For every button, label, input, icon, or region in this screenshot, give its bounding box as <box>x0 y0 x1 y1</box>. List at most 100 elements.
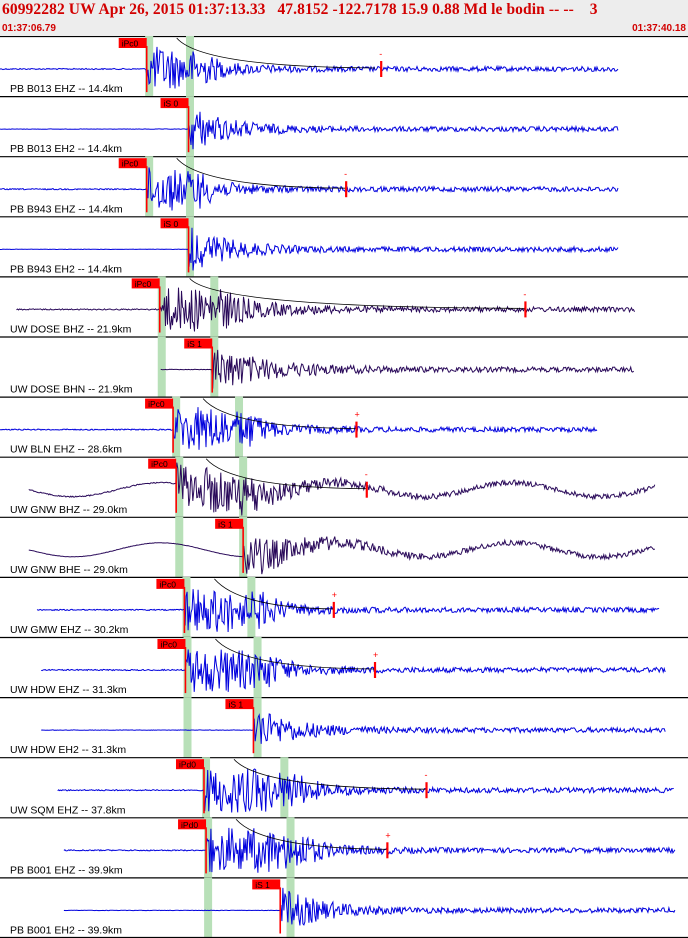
amplitude-sign: + <box>373 650 378 660</box>
pick-label: iS 1 <box>218 519 233 529</box>
coda-curve <box>233 758 427 790</box>
amplitude-sign: - <box>425 770 428 780</box>
waveform <box>28 462 656 516</box>
pick-flag <box>160 218 189 229</box>
pick-flag <box>118 38 147 48</box>
station-label: UW SQM EHZ -- 37.8km <box>10 804 126 816</box>
pick-label: iS 1 <box>255 880 270 890</box>
pick-label: iS 1 <box>187 339 202 349</box>
amplitude-sign: - <box>379 49 382 59</box>
waveform <box>63 827 676 873</box>
theoretical-s-bar <box>185 216 194 277</box>
time-start-label: 01:37:06.79 <box>2 23 56 34</box>
trace-row: iPc0 + UW HDW EHZ -- 31.3km <box>0 636 688 698</box>
coda-curve <box>202 398 357 429</box>
theoretical-s-bar <box>185 96 194 157</box>
amplitude-sign: + <box>354 410 359 420</box>
pick-flag <box>145 398 174 409</box>
trace-row: iPc0 - PB B943 EHZ -- 14.4km <box>0 156 688 217</box>
coda-curve <box>215 638 376 670</box>
trace-row: iPc0 - UW GNW BHZ -- 29.0km <box>0 456 688 517</box>
pick-label: iPc0 <box>159 579 176 589</box>
trace-row: iPc0 + UW GMW EHZ -- 30.2km <box>0 576 688 637</box>
pick-flag <box>252 879 281 890</box>
pick-flag <box>184 338 213 349</box>
pick-flag <box>131 278 160 289</box>
pick-flag <box>178 819 207 830</box>
amplitude-sign: + <box>385 830 390 840</box>
trace-row: iS 0 PB B943 EH2 -- 14.4km <box>0 216 688 277</box>
pick-flag <box>156 578 185 589</box>
trace-row: iS 0 PB B013 EH2 -- 14.4km <box>0 95 688 157</box>
theoretical-p-bar <box>157 276 166 337</box>
waveform <box>0 111 619 150</box>
coda-curve <box>214 578 334 610</box>
trace-row: iPc0 - PB B013 EHZ -- 14.4km <box>0 36 688 97</box>
pick-label: iS 0 <box>164 99 179 109</box>
coda-curve <box>235 819 388 850</box>
waveform <box>0 407 598 450</box>
trace-row: iPc0 + UW BLN EHZ -- 28.6km <box>0 396 688 457</box>
pick-flag <box>215 518 244 529</box>
theoretical-p-bar <box>157 336 166 397</box>
trace-row: iS 1 UW HDW EH2 -- 31.3km <box>0 696 688 758</box>
pick-label: iPc0 <box>151 459 168 469</box>
trace-row: iS 1 UW DOSE BHN -- 21.9km <box>0 336 688 397</box>
pick-label: iPc0 <box>160 640 177 650</box>
station-label: PB B013 EHZ -- 14.4km <box>10 83 123 95</box>
trace-row: iPd0 - UW SQM EHZ -- 37.8km <box>0 757 688 818</box>
amplitude-sign: - <box>523 289 526 299</box>
waveform <box>57 768 674 813</box>
waveform <box>28 536 656 575</box>
theoretical-s-bar <box>210 336 219 397</box>
station-label: UW DOSE BHN -- 21.9km <box>10 384 133 396</box>
pick-label: iPd0 <box>181 820 198 830</box>
theoretical-p-bar <box>204 817 213 878</box>
trace-row: iS 1 UW GNW BHE -- 29.0km <box>0 516 688 577</box>
station-label: PB B001 EH2 -- 39.9km <box>10 925 122 937</box>
station-label: UW GNW BHZ -- 29.0km <box>10 504 128 516</box>
pick-flag <box>148 458 177 469</box>
theoretical-p-bar <box>175 516 184 577</box>
waveform <box>160 349 635 389</box>
coda-curve <box>176 37 376 69</box>
pick-flag <box>160 98 189 109</box>
waveform <box>41 649 666 692</box>
pick-flag <box>157 639 186 649</box>
coda-curve <box>189 278 526 309</box>
theoretical-p-bar <box>182 576 191 637</box>
theoretical-s-bar <box>185 156 194 217</box>
trace-row: iPc0 - UW DOSE BHZ -- 21.9km <box>0 276 688 337</box>
trace-row: iPd0 + PB B001 EHZ -- 39.9km <box>0 817 688 878</box>
waveform <box>63 887 676 926</box>
pick-flag <box>225 699 254 710</box>
time-end-label: 01:37:40.18 <box>632 23 686 34</box>
event-title: 60992282 UW Apr 26, 2015 01:37:13.33 47.… <box>2 1 598 18</box>
waveform <box>36 589 660 633</box>
waveform <box>0 227 619 271</box>
theoretical-p-bar <box>145 156 154 217</box>
amplitude-sign: - <box>365 470 368 480</box>
waveform <box>16 287 635 332</box>
pick-label: iS 0 <box>164 219 179 229</box>
station-label: PB B943 EHZ -- 14.4km <box>10 203 123 215</box>
amplitude-sign: + <box>332 590 337 600</box>
station-label: PB B943 EH2 -- 14.4km <box>10 263 122 275</box>
theoretical-p-bar <box>145 36 154 97</box>
waveform <box>0 167 619 211</box>
pick-label: iPc0 <box>148 399 165 409</box>
pick-label: iPc0 <box>122 39 139 49</box>
station-label: UW GNW BHE -- 29.0km <box>10 564 128 576</box>
theoretical-s-bar <box>253 697 262 758</box>
pick-flag <box>118 158 147 169</box>
station-label: UW HDW EH2 -- 31.3km <box>10 744 126 756</box>
waveform <box>41 713 666 744</box>
theoretical-p-bar <box>202 757 211 818</box>
pick-flag <box>175 759 204 770</box>
station-label: UW HDW EHZ -- 31.3km <box>10 684 127 696</box>
theoretical-p-bar <box>183 697 192 758</box>
pick-label: iPd0 <box>179 760 196 770</box>
trace-row: iS 1 PB B001 EH2 -- 39.9km <box>0 877 688 938</box>
amplitude-sign: - <box>344 169 347 179</box>
header-bar: 60992282 UW Apr 26, 2015 01:37:13.33 47.… <box>0 0 688 36</box>
